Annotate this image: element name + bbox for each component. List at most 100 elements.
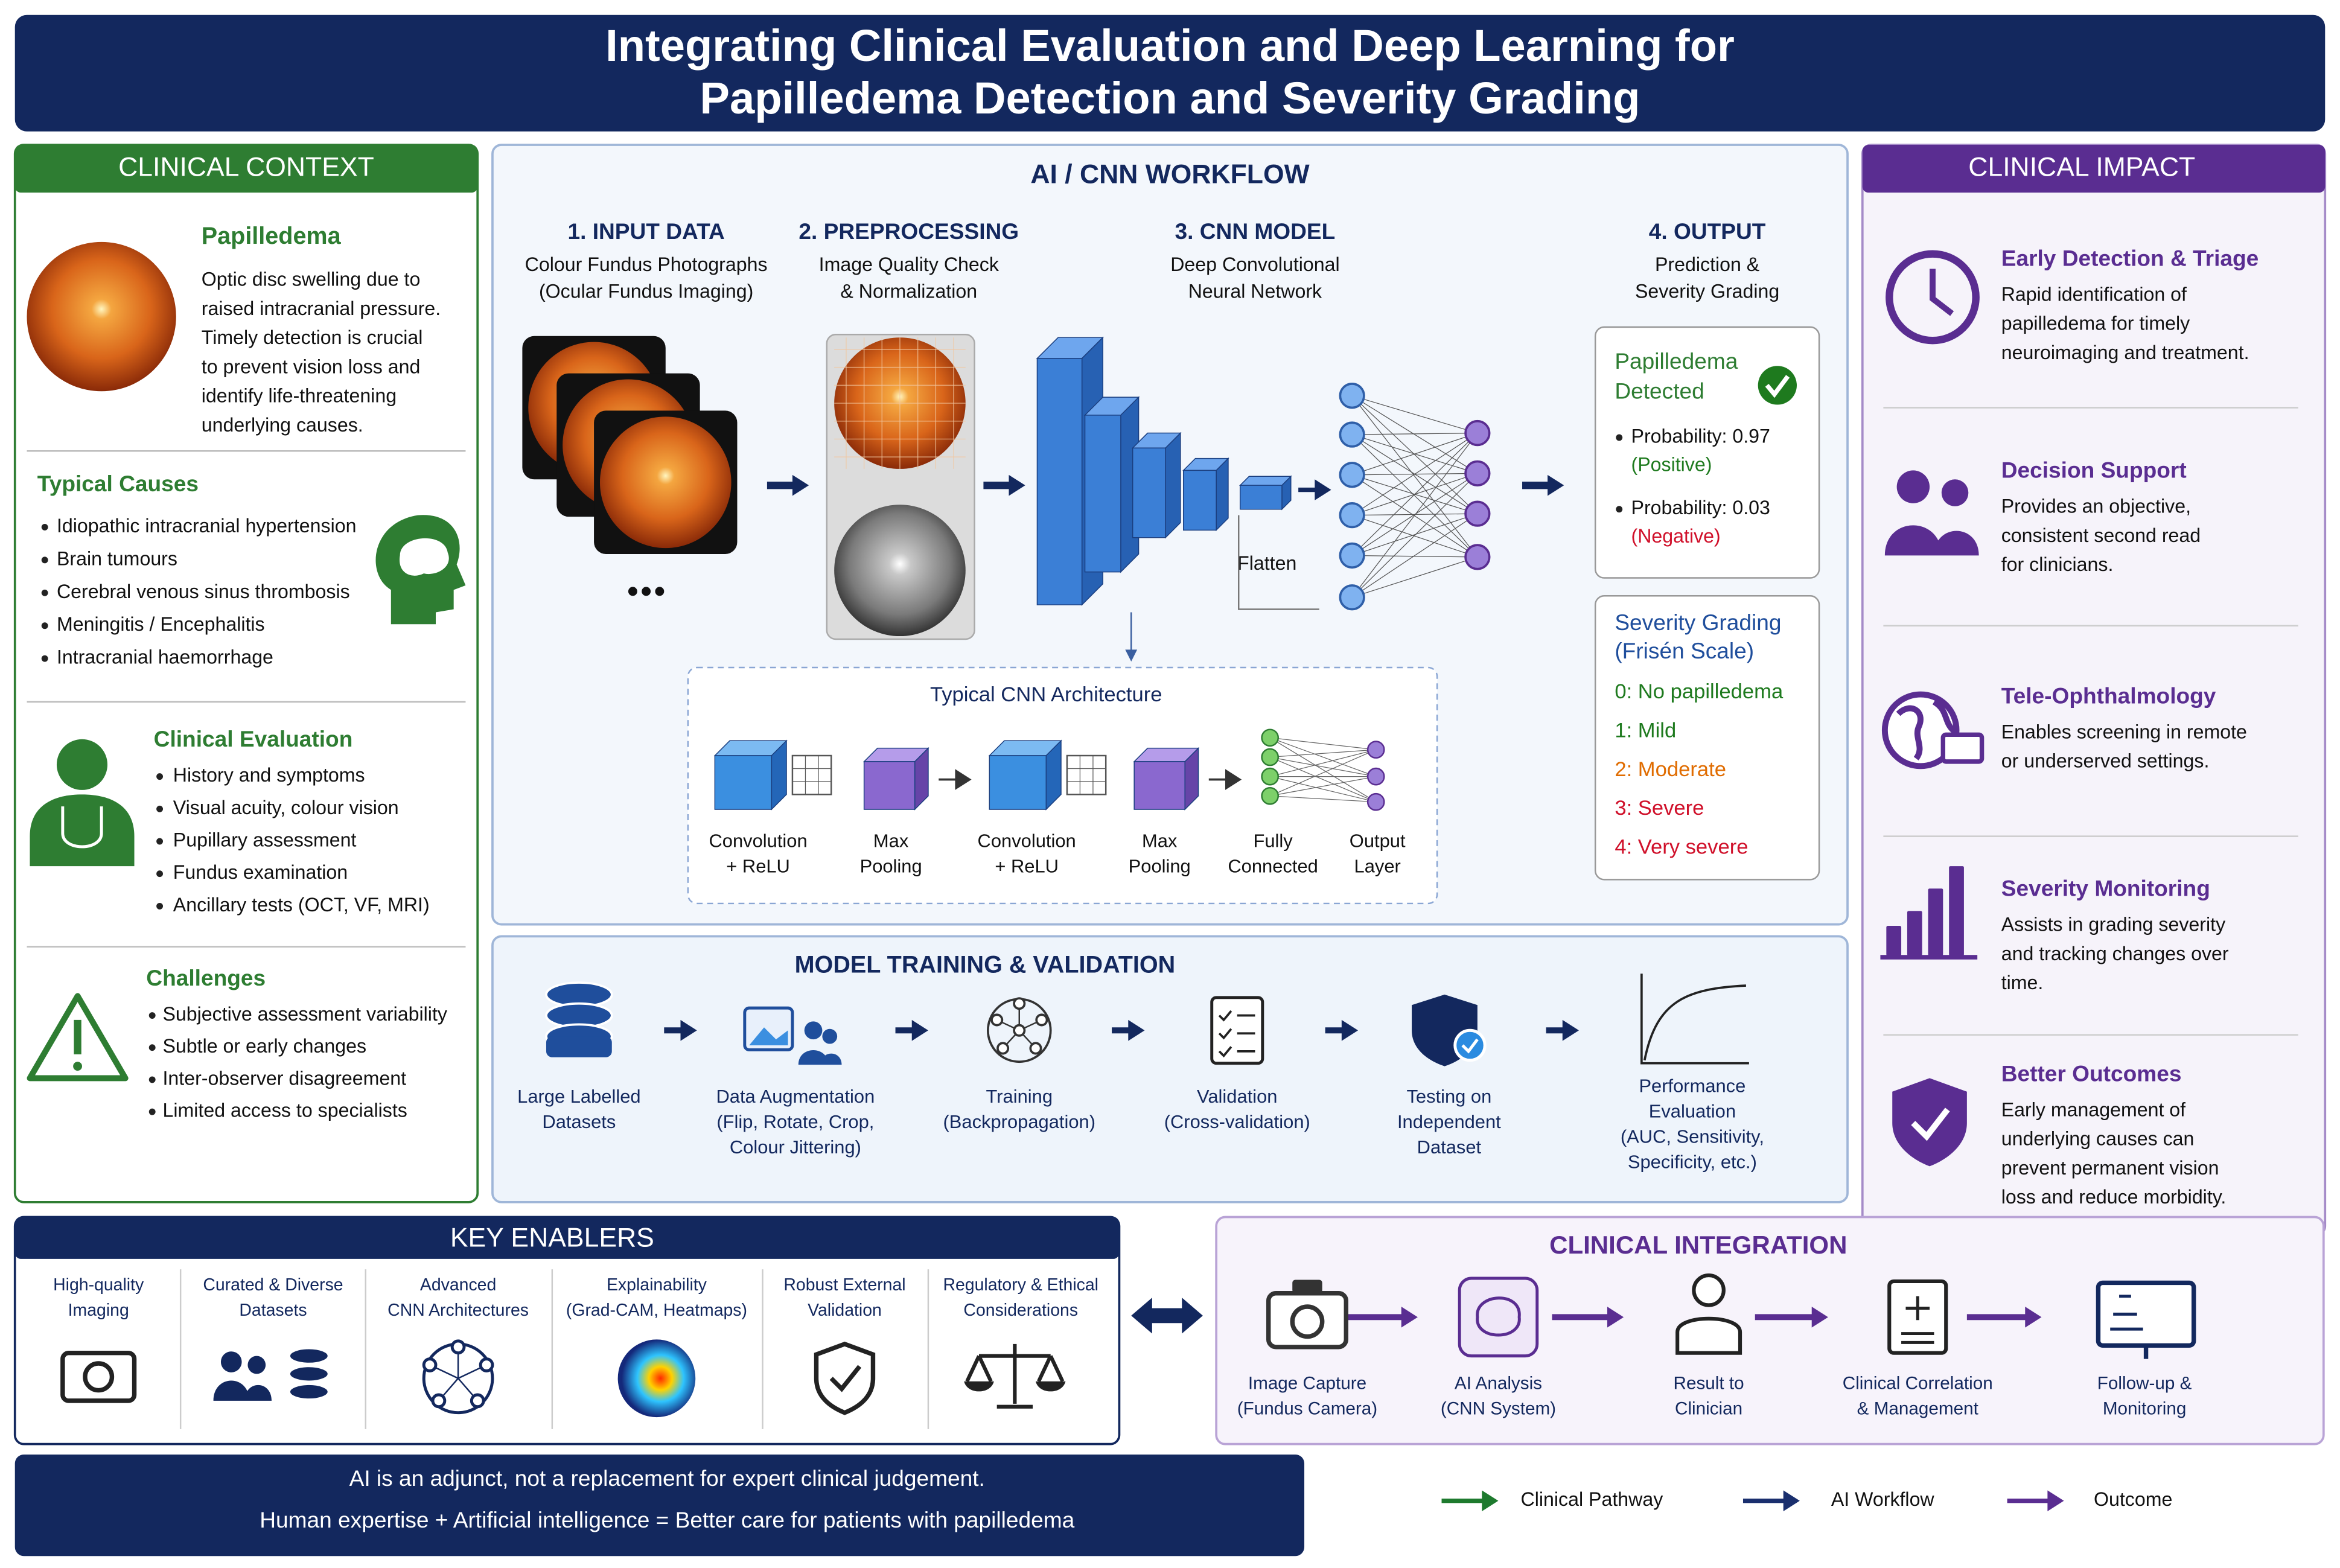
connection xyxy=(1269,737,1377,803)
training-label: (AUC, Sensitivity, xyxy=(1621,1126,1764,1147)
training-label: Dataset xyxy=(1417,1136,1482,1158)
connection xyxy=(1270,749,1376,777)
brain-icon xyxy=(1476,1296,1521,1337)
list-item: Limited access to specialists xyxy=(163,1100,407,1121)
layer-label: + ReLU xyxy=(726,856,790,877)
person-icon xyxy=(220,1351,242,1372)
severity-grade: 1: Mild xyxy=(1615,719,1676,742)
step-caption: Severity Grading xyxy=(1635,280,1779,302)
connection xyxy=(1352,432,1478,435)
arrow-head xyxy=(1811,1307,1828,1328)
laptop-icon xyxy=(1940,732,1985,764)
impact-title: Decision Support xyxy=(2001,457,2187,483)
people-body xyxy=(213,1380,272,1401)
connection xyxy=(1351,432,1478,476)
step-title: 2. PREPROCESSING xyxy=(799,218,1019,244)
connection xyxy=(1351,474,1478,558)
lens xyxy=(1290,1304,1325,1339)
connection xyxy=(1269,737,1376,777)
impact-text: prevent permanent vision xyxy=(2001,1157,2219,1179)
integration-label: (CNN System) xyxy=(1441,1399,1556,1419)
database-base xyxy=(546,1036,612,1057)
output-node xyxy=(1464,544,1491,570)
input-node xyxy=(1339,502,1365,529)
connection xyxy=(1270,749,1376,758)
node xyxy=(990,1013,1004,1027)
enabler-label: Regulatory & Ethical xyxy=(943,1275,1098,1295)
layer-label: + ReLU xyxy=(995,856,1059,877)
out-node xyxy=(1366,767,1385,786)
connection xyxy=(1351,395,1478,558)
check-badge xyxy=(1453,1028,1487,1062)
integration-label: Follow-up & xyxy=(2097,1374,2192,1394)
impact-title: Better Outcomes xyxy=(2001,1060,2182,1086)
connection xyxy=(1351,513,1478,556)
layer-label: Output xyxy=(1350,830,1406,852)
panel-heading: CLINICAL CONTEXT xyxy=(118,152,374,182)
doctor-body xyxy=(30,794,135,867)
bullet xyxy=(41,622,48,629)
doctor-head xyxy=(1692,1273,1726,1307)
connection xyxy=(1270,776,1376,803)
list-item: Visual acuity, colour vision xyxy=(173,797,399,818)
impact-text: for clinicians. xyxy=(2001,553,2114,575)
step-caption: Neural Network xyxy=(1188,280,1322,302)
person-icon xyxy=(1941,479,1969,506)
impact-title: Tele-Ophthalmology xyxy=(2001,683,2216,708)
training-label: Performance xyxy=(1639,1075,1745,1096)
roc-curve xyxy=(1643,984,1747,1061)
panel-heading: CLINICAL INTEGRATION xyxy=(1549,1231,1847,1259)
fundus-image xyxy=(27,241,176,392)
person-icon xyxy=(804,1021,823,1040)
bullet xyxy=(148,1012,156,1019)
person-icon xyxy=(822,1028,838,1044)
output-title: Detected xyxy=(1615,378,1704,404)
block-side xyxy=(1165,432,1181,539)
layer-label: Connected xyxy=(1228,856,1318,877)
bullet xyxy=(148,1044,156,1051)
bullet xyxy=(148,1108,156,1115)
impact-text: neuroimaging and treatment. xyxy=(2001,342,2249,363)
list-item: Pupillary assessment xyxy=(173,829,357,851)
doctor-head xyxy=(56,739,108,790)
node xyxy=(431,1393,447,1409)
output-title: Papilledema xyxy=(1615,348,1738,374)
layer-label: Pooling xyxy=(860,856,922,877)
bar-icon xyxy=(1928,888,1943,956)
stethoscope xyxy=(61,806,103,849)
enabler-label: Explainability xyxy=(607,1275,707,1295)
integration-label: & Management xyxy=(1857,1399,1979,1419)
fundus-photo xyxy=(599,416,732,549)
section-title: Clinical Evaluation xyxy=(154,726,353,751)
more-dot xyxy=(642,587,651,596)
node xyxy=(1035,1013,1048,1027)
training-label: Large Labelled xyxy=(517,1086,640,1107)
arrow-head xyxy=(955,769,972,790)
context-header xyxy=(14,145,478,193)
mountain xyxy=(749,1027,788,1045)
node xyxy=(1013,1024,1026,1037)
step-caption: Deep Convolutional xyxy=(1170,253,1339,275)
connection xyxy=(1351,513,1478,598)
impact-text: underlying causes can xyxy=(2001,1128,2195,1150)
chart-text xyxy=(2110,1295,2143,1331)
bullet xyxy=(156,805,164,812)
prediction-class: (Positive) xyxy=(1631,453,1712,475)
arrow-head xyxy=(1315,479,1331,500)
check xyxy=(1218,1010,1232,1022)
enabler-label: Imaging xyxy=(68,1301,129,1320)
step-title: 3. CNN MODEL xyxy=(1175,218,1336,244)
severity-box xyxy=(1594,595,1820,881)
enabler-label: Considerations xyxy=(963,1301,1078,1320)
section-title: Typical Causes xyxy=(37,471,199,496)
integration-label: (Fundus Camera) xyxy=(1237,1399,1377,1419)
footer-line: AI is an adjunct, not a replacement for … xyxy=(349,1465,985,1491)
database-icon xyxy=(289,1348,330,1365)
impact-text: Rapid identification of xyxy=(2001,283,2187,305)
arrow-head xyxy=(2047,1490,2064,1511)
connection xyxy=(1351,433,1478,598)
impact-text: time. xyxy=(2001,972,2044,993)
arrow-head xyxy=(1783,1490,1800,1511)
connection xyxy=(1351,556,1478,598)
panel-heading: MODEL TRAINING & VALIDATION xyxy=(795,951,1176,978)
